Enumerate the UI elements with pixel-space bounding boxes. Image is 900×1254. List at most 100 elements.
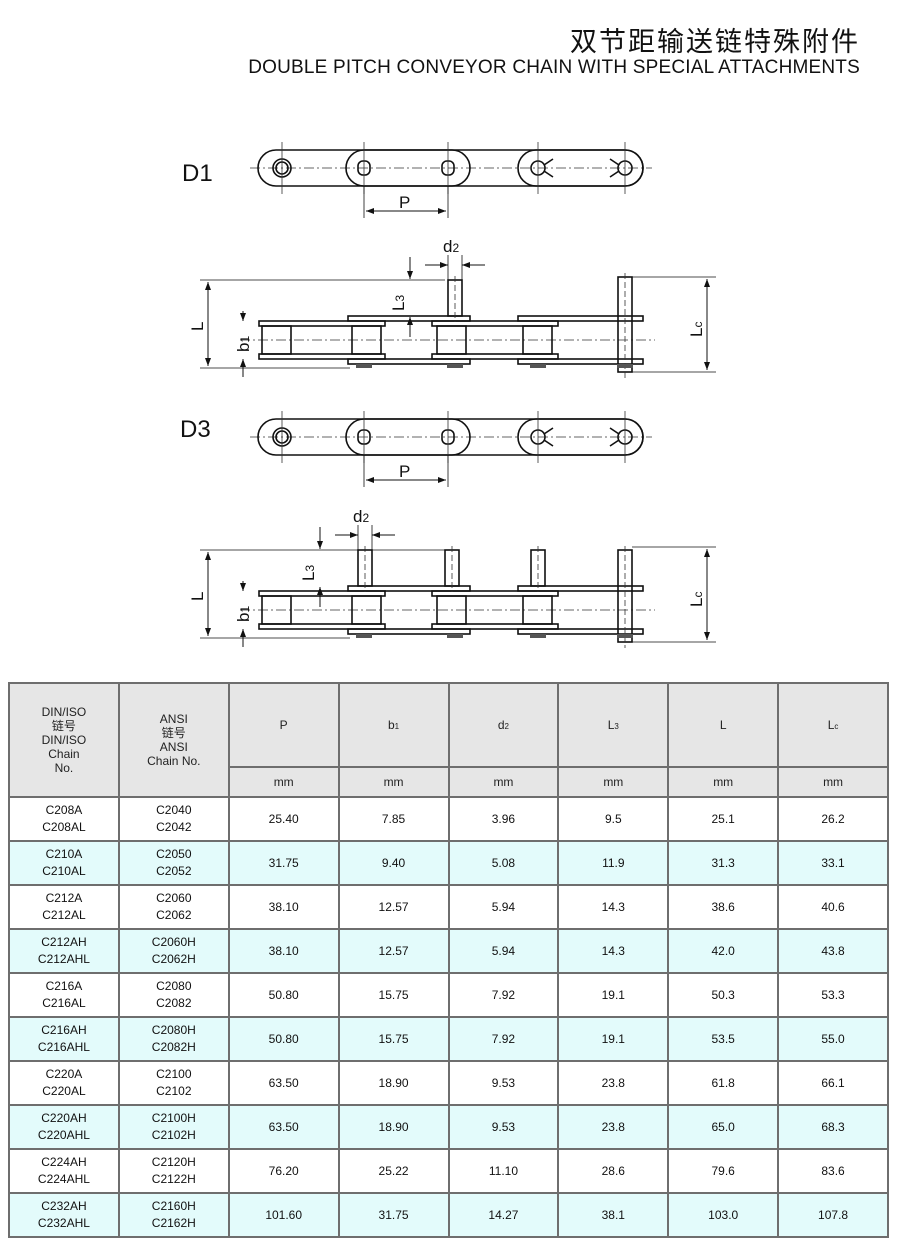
value-d2: 5.94: [447, 928, 560, 974]
roller: [261, 595, 292, 625]
spec-table: DIN/ISO 链号 DIN/ISO Chain No. ANSI 链号 ANS…: [8, 682, 889, 1238]
table-row: C210A C210AL C2050 C2052 31.75 9.40 5.08 11.9…: [8, 840, 889, 886]
value-l3: 9.5: [557, 796, 670, 842]
outer-plate: [347, 628, 471, 635]
pin-head: [356, 634, 372, 638]
table-row: C212A C212AL C2060 C2062 38.10 12.57 5.94 14.…: [8, 884, 889, 930]
value-p: 63.50: [227, 1104, 340, 1150]
roller: [351, 325, 382, 355]
symbol: L: [719, 718, 727, 732]
value-d2: 7.92: [447, 972, 560, 1018]
value-b1: 18.90: [337, 1060, 450, 1106]
ansi-chain-no: C2040 C2042: [117, 796, 230, 842]
value-d2: 14.27: [447, 1192, 560, 1238]
unit-cell: mm: [777, 766, 889, 798]
value-b1: 25.22: [337, 1148, 450, 1194]
roller: [261, 325, 292, 355]
unit-cell: mm: [337, 766, 450, 798]
din-iso-chain-no: C232AH C232AHL: [8, 1192, 120, 1238]
value-d2: 9.53: [447, 1104, 560, 1150]
roller: [522, 325, 553, 355]
value-d2: 7.92: [447, 1016, 560, 1062]
header-lc: Lc: [777, 682, 889, 768]
value-lc: 26.2: [777, 796, 889, 842]
l3-label: L3: [389, 295, 408, 311]
page-title-english: DOUBLE PITCH CONVEYOR CHAIN WITH SPECIAL…: [248, 57, 860, 78]
link-plate: [345, 418, 471, 456]
value-l3: 19.1: [557, 1016, 670, 1062]
pitch-label: P: [399, 193, 410, 212]
value-p: 38.10: [227, 928, 340, 974]
value-l3: 19.1: [557, 972, 670, 1018]
cotter-pin: [609, 158, 620, 178]
roller: [522, 595, 553, 625]
value-b1: 15.75: [337, 1016, 450, 1062]
cotter-pin: [609, 427, 620, 447]
header-b1: b1: [337, 682, 450, 768]
table-row: C232AH C232AHL C2160H C2162H 101.60 31.75 14…: [8, 1192, 889, 1238]
roller: [436, 325, 467, 355]
symbol: P: [279, 718, 288, 732]
ansi-chain-no: C2050 C2052: [117, 840, 230, 886]
link-plate: [517, 418, 644, 456]
ansi-chain-no: C2100H C2102H: [117, 1104, 230, 1150]
din-iso-chain-no: C216AH C216AHL: [8, 1016, 120, 1062]
value-l3: 11.9: [557, 840, 670, 886]
d1-label: D1: [182, 160, 213, 187]
unit-cell: mm: [227, 766, 340, 798]
value-l3: 23.8: [557, 1060, 670, 1106]
din-iso-chain-no: C212AH C212AHL: [8, 928, 120, 974]
value-l: 53.5: [667, 1016, 780, 1062]
symbol-subscript: 1: [394, 722, 400, 731]
outer-plate: [347, 358, 471, 365]
value-l: 25.1: [667, 796, 780, 842]
value-d2: 5.94: [447, 884, 560, 930]
value-lc: 43.8: [777, 928, 889, 974]
chain-drawings: D1 D3 P Lb1 L3 d2 Lc P Lb1 L3 d2 Lc: [180, 142, 716, 648]
value-l: 65.0: [667, 1104, 780, 1150]
ansi-chain-no: C2160H C2162H: [117, 1192, 230, 1238]
pin-head: [356, 364, 372, 368]
symbol-subscript: 2: [504, 722, 509, 731]
value-lc: 83.6: [777, 1148, 889, 1194]
header-p: P: [227, 682, 340, 768]
value-l: 38.6: [667, 884, 780, 930]
pitch-label: P: [399, 462, 410, 481]
outer-plate: [517, 315, 644, 322]
d1-side-view: Lb1 L3 d2 Lc: [188, 237, 716, 378]
din-iso-chain-no: C212A C212AL: [8, 884, 120, 930]
outer-plate: [517, 358, 644, 365]
header-din-iso-chain-no: DIN/ISO 链号 DIN/ISO Chain No.: [8, 682, 120, 798]
ansi-chain-no: C2120H C2122H: [117, 1148, 230, 1194]
ansi-chain-no: C2060 C2062: [117, 884, 230, 930]
symbol: L: [607, 718, 615, 732]
value-p: 63.50: [227, 1060, 340, 1106]
unit-cell: mm: [557, 766, 670, 798]
value-l3: 14.3: [557, 928, 670, 974]
din-iso-chain-no: C216A C216AL: [8, 972, 120, 1018]
outer-plate: [347, 585, 471, 592]
d2-label: d2: [443, 237, 459, 256]
table-row: C224AH C224AHL C2120H C2122H 76.20 25.22 11.…: [8, 1148, 889, 1194]
value-b1: 18.90: [337, 1104, 450, 1150]
symbol-subscript: c: [834, 722, 839, 731]
value-l: 31.3: [667, 840, 780, 886]
pin-head: [530, 634, 546, 638]
value-p: 31.75: [227, 840, 340, 886]
l-label: L: [188, 592, 207, 601]
value-b1: 7.85: [337, 796, 450, 842]
value-l3: 38.1: [557, 1192, 670, 1238]
din-iso-chain-no: C224AH C224AHL: [8, 1148, 120, 1194]
value-lc: 40.6: [777, 884, 889, 930]
pin-head: [447, 634, 463, 638]
din-iso-chain-no: C220AH C220AHL: [8, 1104, 120, 1150]
value-d2: 3.96: [447, 796, 560, 842]
value-lc: 68.3: [777, 1104, 889, 1150]
inner-plate: [431, 590, 559, 597]
value-lc: 66.1: [777, 1060, 889, 1106]
inner-plate: [431, 623, 559, 630]
value-d2: 11.10: [447, 1148, 560, 1194]
inner-plate: [258, 623, 386, 630]
ansi-chain-no: C2060H C2062H: [117, 928, 230, 974]
d2-label: d2: [353, 507, 369, 526]
